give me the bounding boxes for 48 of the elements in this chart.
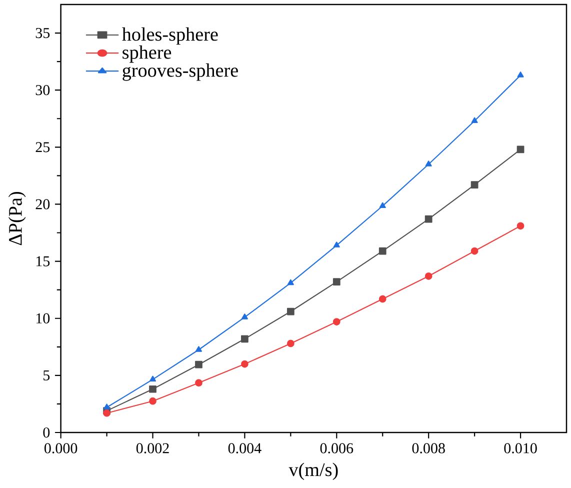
x-tick-label: 0.000: [44, 442, 78, 454]
y-axis-title: ΔP(Pa): [8, 192, 26, 245]
x-tick-label: 0.006: [320, 442, 354, 454]
y-tick-label: 30: [36, 84, 50, 95]
point: [517, 71, 524, 78]
point: [332, 318, 340, 326]
point: [241, 360, 248, 368]
point: [471, 116, 478, 123]
point: [424, 272, 432, 280]
point: [516, 222, 524, 230]
point: [104, 403, 110, 410]
point: [516, 146, 524, 153]
x-tick-label: 0.010: [504, 442, 537, 454]
point: [425, 160, 432, 166]
point: [286, 340, 294, 347]
point: [470, 180, 478, 188]
y-tick-label: 15: [36, 256, 50, 266]
point: [149, 385, 156, 393]
point: [470, 247, 478, 254]
point: [287, 279, 294, 285]
x-tick-label: 0.004: [228, 442, 262, 454]
point: [195, 378, 202, 386]
point: [378, 295, 386, 302]
y-tick-label: 0: [43, 427, 50, 438]
y-tick-label: 5: [44, 370, 50, 380]
point: [424, 215, 432, 223]
y-tick-label: 10: [36, 313, 50, 324]
point: [195, 346, 202, 352]
y-tick-label: 20: [36, 198, 50, 210]
x-axis-title: v(m/s): [288, 462, 338, 480]
point: [286, 308, 294, 315]
x-tick-label: 0.002: [136, 442, 169, 454]
legend-label: sphere: [122, 45, 172, 62]
point: [149, 376, 156, 382]
point: [332, 278, 340, 286]
point: [103, 409, 110, 417]
legend-label: holes-sphere: [122, 27, 218, 44]
point: [379, 202, 386, 208]
y-tick-label: 35: [36, 28, 50, 38]
x-tick-label: 0.008: [412, 442, 445, 454]
point: [378, 247, 386, 254]
point: [149, 397, 156, 405]
legend-label: grooves-sphere: [122, 63, 238, 81]
point: [195, 360, 202, 368]
point: [241, 334, 248, 342]
point: [241, 313, 248, 320]
point: [333, 241, 340, 248]
y-tick-label: 25: [36, 142, 50, 152]
